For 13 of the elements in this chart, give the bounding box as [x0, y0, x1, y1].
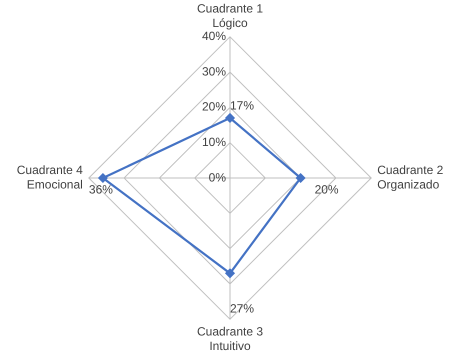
data-label: 17% — [230, 98, 254, 112]
spoke-label: Cuadrante 1 Lógico — [196, 2, 264, 30]
y-tick-label: 10% — [202, 135, 226, 150]
data-label: 20% — [314, 182, 339, 196]
spoke-label: Cuadrante 2 Organizado — [377, 163, 444, 192]
y-tick-label: 30% — [202, 64, 226, 78]
spoke-label: Cuadrante 3 Intuitivo — [196, 324, 264, 354]
data-label: 27% — [230, 302, 254, 316]
y-tick-label: 20% — [202, 100, 226, 114]
data-label: 36% — [88, 182, 114, 196]
y-tick-label: 0% — [208, 170, 226, 184]
spoke-label: Cuadrante 4 Emocional — [16, 163, 84, 192]
y-tick-label: 40% — [202, 29, 226, 44]
